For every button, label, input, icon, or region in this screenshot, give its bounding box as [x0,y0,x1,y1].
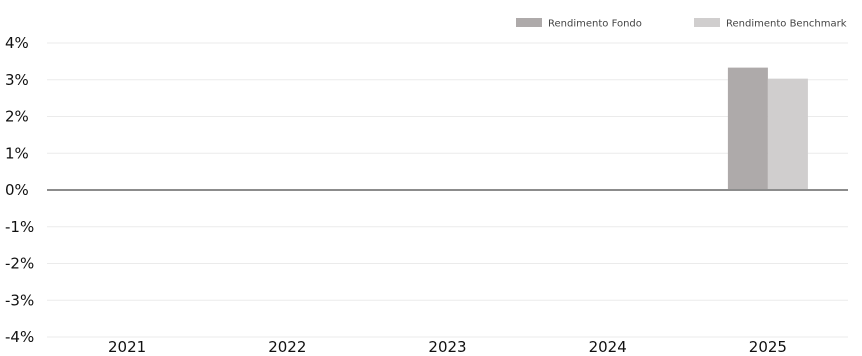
y-tick-label: 2% [5,108,29,126]
x-tick-label: 2025 [749,338,787,356]
y-tick-label: -1% [5,218,34,236]
bar-fondo-2025 [727,67,768,190]
y-tick-label: 3% [5,71,29,89]
legend-swatch-fondo [516,18,542,27]
y-tick-label: 1% [5,144,29,162]
legend-swatch-benchmark [694,18,720,27]
x-tick-label: 2023 [428,338,466,356]
y-tick-label: -4% [5,328,34,346]
y-tick-label: 4% [5,34,29,52]
legend: Rendimento Fondo Rendimento Benchmark [516,18,847,30]
bars [727,67,808,190]
x-tick-label: 2024 [589,338,627,356]
bar-benchmark-2025 [767,78,808,190]
x-tick-label: 2021 [108,338,146,356]
gridlines [47,42,848,338]
y-axis-ticks: 4% 3% 2% 1% 0% -1% -2% -3% -4% [5,34,34,346]
y-tick-label: 0% [5,181,29,199]
x-axis-ticks: 2021 2022 2023 2024 2025 [108,338,787,356]
x-tick-label: 2022 [268,338,306,356]
y-tick-label: -3% [5,291,34,309]
legend-label-fondo: Rendimento Fondo [548,19,642,30]
y-tick-label: -2% [5,255,34,273]
legend-label-benchmark: Rendimento Benchmark [726,19,847,30]
